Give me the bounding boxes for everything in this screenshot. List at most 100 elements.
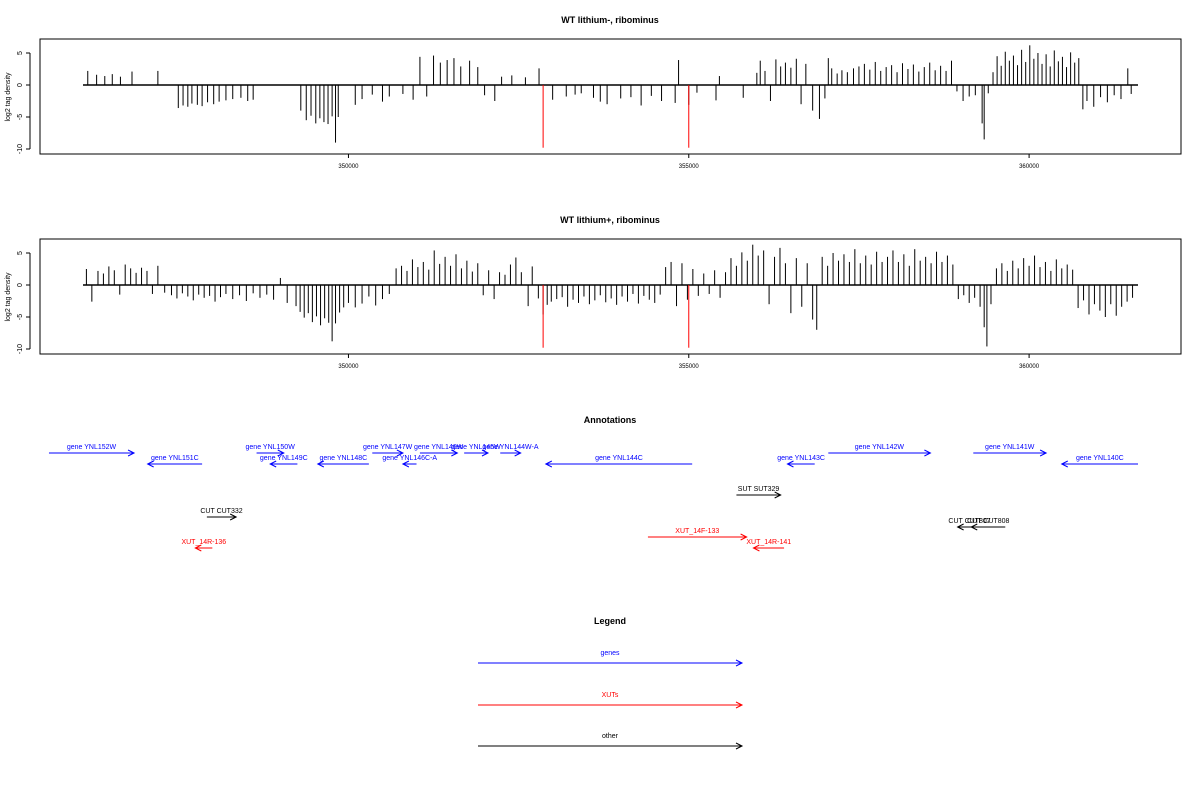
y-tick-label: 0 <box>17 83 24 87</box>
feature-label: gene YNL150W <box>246 444 296 451</box>
panel-title: WT lithium-, ribominus <box>561 15 659 25</box>
feature-label: gene YNL148C <box>319 455 367 462</box>
arrow-head <box>774 491 782 499</box>
arrow-head <box>514 449 522 457</box>
x-tick-label: 350000 <box>338 164 359 170</box>
legend-entry: genes <box>478 650 744 667</box>
x-tick-label: 360000 <box>1019 164 1040 170</box>
arrow-head <box>786 460 794 468</box>
feature-label: gene YNL144W-A <box>482 444 538 451</box>
arrow-head <box>481 449 490 457</box>
arrow-head <box>1060 460 1068 468</box>
annotation-feature: gene YNL141W <box>973 444 1048 457</box>
annotation-feature: gene YNL146W <box>414 444 464 457</box>
feature-label: XUT_14R-136 <box>181 539 226 546</box>
x-axis: 350000 355000 360000 <box>338 154 1040 170</box>
plot-frame <box>39 38 1182 155</box>
annotation-feature: gene YNL148C <box>316 455 369 468</box>
annotation-feature: gene YNL150W <box>246 444 296 457</box>
legend-label: genes <box>600 650 620 657</box>
arrow-head <box>735 659 744 667</box>
annotation-feature: gene YNL142W <box>828 444 932 457</box>
feature-label: gene YNL151C <box>151 455 199 462</box>
x-tick-label: 355000 <box>679 364 700 370</box>
arrow-head <box>956 523 964 531</box>
feature-label: gene YNL143C <box>777 455 825 462</box>
feature-label: gene YNL140C <box>1076 455 1124 462</box>
feature-label: gene YNL152W <box>67 444 117 451</box>
legend: Legend genes XUTs other <box>478 616 744 750</box>
feature-label: XUT_14R-141 <box>746 539 791 546</box>
y-tick-label: 0 <box>17 283 24 287</box>
feature-label: CUT CUT807 <box>948 518 990 525</box>
arrow-head <box>735 742 744 750</box>
legend-entry: other <box>478 733 744 750</box>
track-panel-lithium-plus: WT lithium+, ribominus log2 tag density … <box>5 215 1182 370</box>
arrow-head <box>752 544 760 552</box>
legend-entries: genes XUTs other <box>478 650 744 750</box>
legend-label: other <box>602 733 619 740</box>
y-axis: -10 -5 0 5 <box>17 251 31 354</box>
arrow-head <box>970 523 978 531</box>
arrow-head <box>229 513 238 521</box>
annotation-feature: CUT CUT332 <box>200 508 243 521</box>
feature-label: gene YNL144C <box>595 455 643 462</box>
x-tick-label: 360000 <box>1019 364 1040 370</box>
annotation-feature: gene YNL151C <box>146 455 203 468</box>
annotation-feature: gene YNL143C <box>777 455 825 468</box>
panel-title: WT lithium+, ribominus <box>560 215 660 225</box>
arrow-head <box>194 544 202 552</box>
arrow-head <box>401 460 410 468</box>
annotation-feature: gene YNL145W <box>451 444 501 457</box>
annotation-features: gene YNL152W gene YNL151C gene YNL150W gene… <box>48 444 1138 552</box>
arrow-head <box>924 449 932 457</box>
annotation-feature: XUT_14F-133 <box>647 528 748 541</box>
arrow-head <box>740 533 748 541</box>
y-tick-label: 5 <box>17 251 24 255</box>
y-tick-label: -5 <box>17 114 24 120</box>
density-bars <box>83 45 1138 148</box>
arrow-head <box>396 449 405 457</box>
annotation-feature: gene YNL144W-A <box>482 444 539 457</box>
feature-label: SUT SUT329 <box>738 486 780 493</box>
annotations-title: Annotations <box>584 415 637 425</box>
arrow-head <box>451 449 459 457</box>
arrow-head <box>127 449 136 457</box>
annotation-feature: gene YNL149C <box>260 455 308 468</box>
x-tick-label: 350000 <box>338 364 359 370</box>
annotation-feature: gene YNL140C <box>1060 455 1138 468</box>
feature-label: XUT_14F-133 <box>675 528 719 535</box>
feature-label: CUT CUT808 <box>967 518 1009 525</box>
annotation-feature: SUT SUT329 <box>736 486 782 499</box>
arrow-head <box>1039 449 1048 457</box>
arrow-head <box>316 460 325 468</box>
feature-label: gene YNL149C <box>260 455 308 462</box>
annotation-feature: gene YNL147W <box>363 444 413 457</box>
density-bars <box>83 244 1138 348</box>
y-tick-label: 5 <box>17 51 24 55</box>
arrow-head <box>146 460 154 468</box>
arrow-head <box>544 460 553 468</box>
y-tick-label: -10 <box>17 344 24 354</box>
feature-label: gene YNL145W <box>451 444 501 451</box>
arrow-head <box>277 449 285 457</box>
feature-label: CUT CUT332 <box>200 508 242 515</box>
annotation-feature: XUT_14R-141 <box>746 539 791 552</box>
arrow-head <box>269 460 277 468</box>
annotation-feature: gene YNL146C-A <box>382 455 437 468</box>
y-tick-label: -5 <box>17 314 24 320</box>
feature-label: gene YNL146C-A <box>382 455 437 462</box>
legend-title: Legend <box>594 616 626 626</box>
feature-label: gene YNL142W <box>855 444 905 451</box>
x-axis: 350000 355000 360000 <box>338 354 1040 370</box>
y-tick-label: -10 <box>17 144 24 154</box>
y-axis-label: log2 tag density <box>5 272 12 322</box>
annotation-feature: gene YNL152W <box>48 444 136 457</box>
legend-entry: XUTs <box>478 692 744 709</box>
plot-frame <box>39 238 1182 355</box>
legend-label: XUTs <box>602 692 619 699</box>
arrow-head <box>735 701 744 709</box>
feature-label: gene YNL147W <box>363 444 413 451</box>
annotation-feature: CUT CUT808 <box>967 518 1009 531</box>
